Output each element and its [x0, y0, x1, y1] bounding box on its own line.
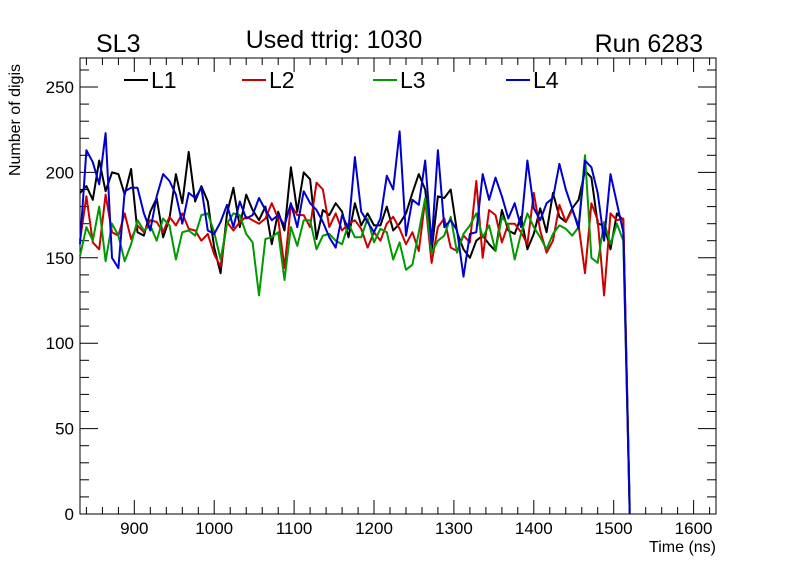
x-tick-labels: 900 1000 1100 1200 1300 1400 1500 1600	[120, 519, 712, 538]
y-tick-label: 50	[55, 420, 74, 439]
series-line-l3	[79, 154, 631, 511]
x-tick-label: 1500	[595, 519, 633, 538]
y-tick-label: 150	[46, 249, 74, 268]
y-tick-label: 0	[65, 505, 74, 524]
legend: L1 L2 L3 L4	[124, 67, 559, 93]
plot-frame	[79, 57, 717, 515]
y-tick-label: 250	[46, 78, 74, 97]
series-lines	[79, 130, 631, 515]
axis-ticks	[80, 58, 716, 515]
x-tick-label: 1600	[675, 519, 713, 538]
series-line-l4	[79, 130, 631, 515]
y-tick-label: 100	[46, 334, 74, 353]
y-axis-title: Number of digis	[7, 64, 24, 176]
legend-label-l3: L3	[400, 67, 426, 93]
x-tick-label: 1300	[435, 519, 473, 538]
legend-label-l2: L2	[269, 67, 295, 93]
x-tick-label: 1100	[276, 519, 313, 538]
series-line-l1	[79, 150, 631, 506]
x-tick-label: 1000	[195, 519, 233, 538]
legend-label-l4: L4	[533, 67, 559, 93]
x-axis-title: Time (ns)	[649, 539, 716, 556]
chart-title: Used ttrig: 1030	[246, 26, 423, 54]
x-tick-label: 900	[120, 519, 148, 538]
y-tick-labels: 0 50 100 150 200 250	[46, 78, 74, 524]
x-tick-label: 1200	[355, 519, 393, 538]
legend-label-l1: L1	[151, 67, 177, 93]
header-right-label: Run 6283	[595, 30, 703, 58]
y-tick-label: 200	[46, 163, 74, 182]
header-left-label: SL3	[96, 30, 140, 58]
x-tick-label: 1400	[515, 519, 553, 538]
